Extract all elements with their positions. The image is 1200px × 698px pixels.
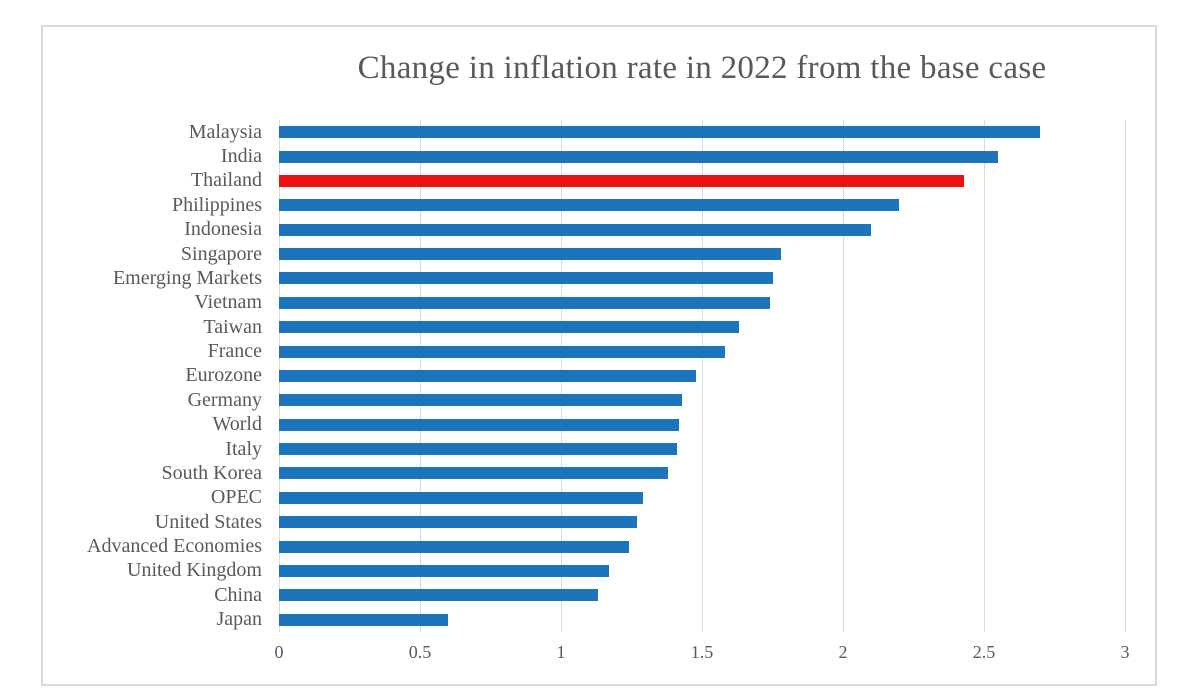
bar-row xyxy=(279,291,1125,315)
bar-row xyxy=(279,193,1125,217)
gridline xyxy=(701,120,703,632)
bar-row xyxy=(279,608,1125,632)
category-label: Italy xyxy=(225,437,262,460)
category-label: OPEC xyxy=(210,486,262,509)
bar-row xyxy=(279,534,1125,558)
bar-row xyxy=(279,510,1125,534)
bar-india xyxy=(279,150,999,163)
x-tick-label: 1.5 xyxy=(690,642,714,662)
bar-united-states xyxy=(279,516,638,529)
category-label: Advanced Economies xyxy=(87,535,262,558)
bar-indonesia xyxy=(279,223,872,236)
category-label: Eurozone xyxy=(185,364,262,387)
category-label: Emerging Markets xyxy=(112,266,262,289)
x-tick-label: 3 xyxy=(1120,642,1130,662)
bar-row xyxy=(279,437,1125,461)
category-label: China xyxy=(214,583,262,606)
category-axis: Malaysia India Thailand Philippines Indonesi… xyxy=(40,120,262,632)
bar-row xyxy=(279,339,1125,363)
category-label: Vietnam xyxy=(194,291,262,314)
category-label: Thailand xyxy=(190,169,262,192)
bar-row xyxy=(279,486,1125,510)
bar-row xyxy=(279,388,1125,412)
x-tick-label: 2.5 xyxy=(972,642,996,662)
bar-thailand xyxy=(279,174,965,187)
bar-germany xyxy=(279,394,683,407)
chart-title: Change in inflation rate in 2022 from th… xyxy=(357,50,1047,86)
bar-emerging-markets xyxy=(279,272,773,285)
category-label: United Kingdom xyxy=(127,559,262,582)
bar-france xyxy=(279,345,725,358)
bar-row xyxy=(279,218,1125,242)
category-label: Taiwan xyxy=(203,315,262,338)
plot-area xyxy=(278,120,1126,632)
gridline xyxy=(983,120,985,632)
bar-row xyxy=(279,242,1125,266)
bar-row xyxy=(279,315,1125,339)
category-label: Singapore xyxy=(180,242,262,265)
x-tick-label: 0.5 xyxy=(408,642,432,662)
category-label: Germany xyxy=(187,388,262,411)
category-label: Indonesia xyxy=(184,218,262,241)
bar-series xyxy=(279,120,1125,632)
bar-eurozone xyxy=(279,369,697,382)
bar-row xyxy=(279,364,1125,388)
bar-italy xyxy=(279,443,677,456)
bar-malaysia xyxy=(279,126,1041,139)
bar-south-korea xyxy=(279,467,669,480)
bar-taiwan xyxy=(279,321,739,334)
category-label: Philippines xyxy=(171,193,262,216)
gridline xyxy=(1124,120,1126,632)
bar-row xyxy=(279,559,1125,583)
gridline xyxy=(842,120,844,632)
bar-row xyxy=(279,413,1125,437)
category-label: South Korea xyxy=(161,461,262,484)
category-label: World xyxy=(212,413,263,436)
bar-row xyxy=(279,169,1125,193)
bar-vietnam xyxy=(279,296,770,309)
bar-philippines xyxy=(279,199,900,212)
bar-singapore xyxy=(279,248,781,261)
bar-world xyxy=(279,418,680,431)
bar-china xyxy=(279,589,598,602)
bar-advanced-economies xyxy=(279,540,629,553)
bar-row xyxy=(279,120,1125,144)
category-label: France xyxy=(207,340,262,363)
value-axis: 0 0.5 1 1.5 2 2.5 3 xyxy=(275,642,1130,666)
x-tick-label: 0 xyxy=(274,642,284,662)
bar-row xyxy=(279,461,1125,485)
x-tick-label: 2 xyxy=(838,642,848,662)
category-label: Japan xyxy=(216,608,262,631)
category-label: India xyxy=(220,145,262,168)
category-label: Malaysia xyxy=(188,120,262,143)
bar-row xyxy=(279,144,1125,168)
bar-row xyxy=(279,583,1125,607)
category-label: United States xyxy=(154,510,262,533)
bar-japan xyxy=(279,613,449,626)
x-tick-label: 1 xyxy=(556,642,566,662)
bar-opec xyxy=(279,491,643,504)
bar-united-kingdom xyxy=(279,564,609,577)
bar-row xyxy=(279,266,1125,290)
